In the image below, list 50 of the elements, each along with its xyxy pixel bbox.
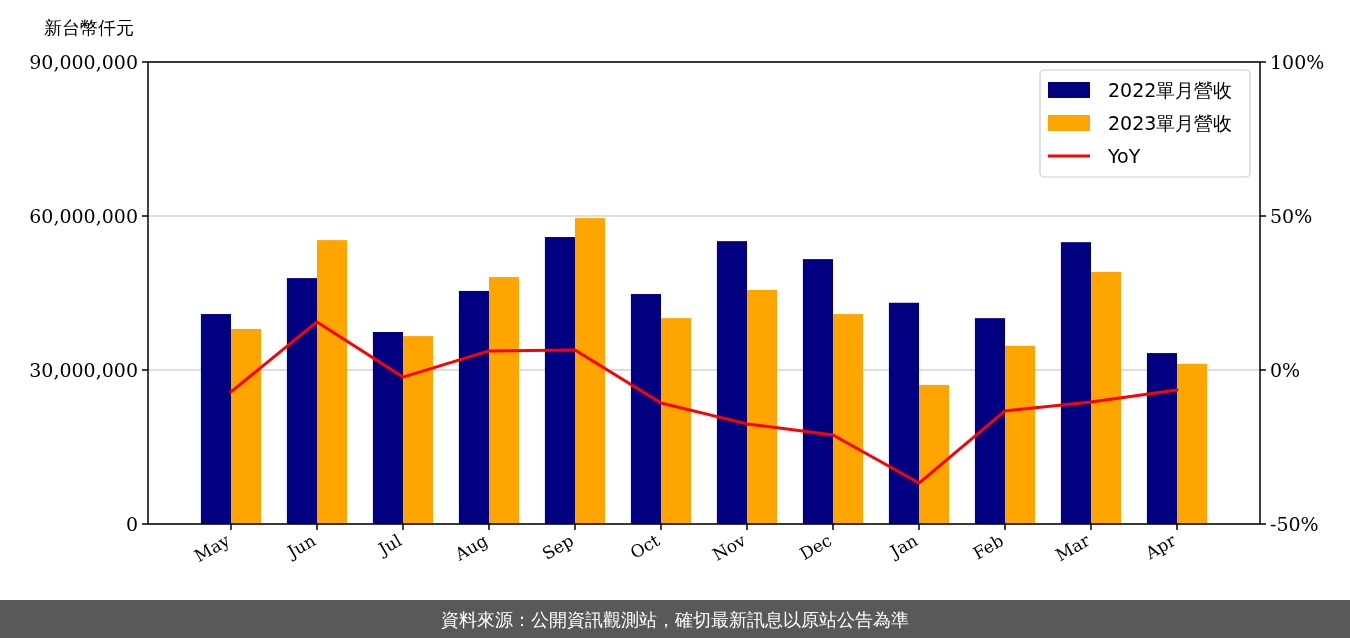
bar xyxy=(489,277,520,524)
bar xyxy=(316,240,348,524)
x-tick-label: Feb xyxy=(969,530,1008,564)
bar xyxy=(403,336,434,524)
bar xyxy=(200,314,231,524)
bar xyxy=(833,314,864,524)
y-tick-label: 0 xyxy=(125,513,138,535)
bar xyxy=(802,259,833,524)
bar xyxy=(372,332,403,524)
y-tick-label: 30,000,000 xyxy=(29,359,138,381)
bar xyxy=(1177,363,1208,524)
y2-tick-label: 50% xyxy=(1270,205,1313,227)
x-tick-label: Oct xyxy=(626,530,664,563)
line-series xyxy=(229,320,1179,485)
x-tick-label: Sep xyxy=(538,530,578,564)
legend-label: YoY xyxy=(1107,145,1141,167)
bar xyxy=(575,218,606,524)
x-tick-label: Jan xyxy=(885,530,922,563)
bar xyxy=(1091,271,1122,524)
y2-tick-label: 0% xyxy=(1270,359,1301,381)
x-tick-label: Apr xyxy=(1141,529,1180,564)
bar xyxy=(1146,353,1178,524)
bar xyxy=(974,318,1006,524)
x-tick-label: Mar xyxy=(1052,529,1094,566)
y2-tick-label: -50% xyxy=(1270,513,1319,535)
legend-label: 2022單月營收 xyxy=(1108,79,1233,101)
x-tick-label: Jul xyxy=(373,530,405,561)
bar xyxy=(630,294,661,524)
bar xyxy=(747,289,778,524)
bar xyxy=(888,302,919,524)
legend-label: 2023單月營收 xyxy=(1108,112,1233,134)
bar xyxy=(458,290,489,524)
y2-tick-label: 100% xyxy=(1270,51,1325,73)
bar xyxy=(544,237,575,524)
bar xyxy=(1005,345,1036,524)
x-tick-label: May xyxy=(190,529,234,567)
bar xyxy=(286,278,317,524)
bar xyxy=(716,241,747,524)
bar xyxy=(661,318,692,524)
x-tick-label: Nov xyxy=(708,529,750,565)
x-tick-label: Dec xyxy=(796,530,835,565)
x-tick-label: Jun xyxy=(282,530,320,563)
bar xyxy=(919,384,950,524)
source-note: 資料來源：公開資訊觀測站，確切最新訊息以原站公告為準 xyxy=(441,609,909,630)
y-tick-label: 60,000,000 xyxy=(29,205,138,227)
y-axis-title: 新台幣仟元 xyxy=(44,17,134,38)
bar xyxy=(1060,242,1092,524)
x-tick-label: Aug xyxy=(450,530,492,566)
y-tick-label: 90,000,000 xyxy=(29,51,138,73)
bar xyxy=(230,328,262,524)
